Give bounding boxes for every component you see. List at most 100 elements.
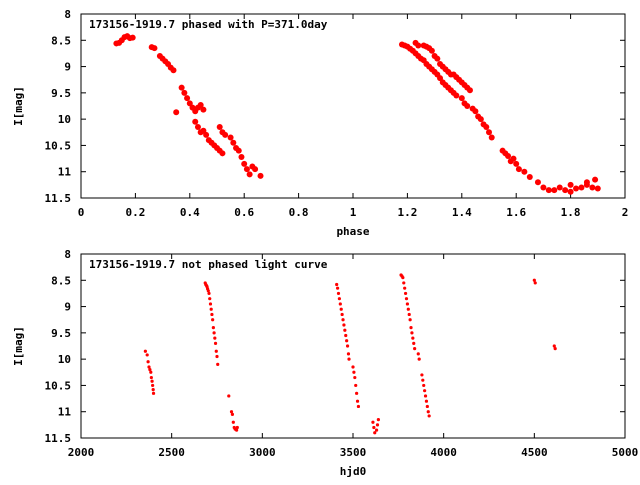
- phased-chart-y-tick-label: 11: [58, 166, 72, 179]
- unphased-chart-y-tick-label: 10: [58, 353, 71, 366]
- data-point: [556, 184, 563, 191]
- data-point: [143, 349, 147, 353]
- data-point: [532, 278, 536, 282]
- data-point: [486, 129, 492, 136]
- data-point: [466, 87, 473, 94]
- data-point: [212, 331, 216, 335]
- phased-chart-y-tick-label: 10.5: [45, 139, 72, 152]
- data-point: [513, 160, 520, 167]
- data-point: [545, 187, 552, 194]
- data-point: [340, 312, 344, 317]
- unphased-chart: 2000 2500 3000 3500 4000 4500 5000 8 8.5 9 9.5 10 10…: [12, 248, 638, 478]
- phased-chart-x-tick-label: 1: [350, 206, 357, 219]
- phased-chart-y-tick-label: 9.5: [51, 87, 71, 100]
- data-point: [216, 124, 223, 131]
- data-point: [483, 124, 490, 131]
- data-point: [197, 101, 204, 108]
- data-point: [208, 297, 212, 301]
- data-point: [215, 354, 219, 359]
- phased-chart-x-tick-label: 0.6: [234, 206, 254, 219]
- data-point: [488, 134, 495, 141]
- data-point: [347, 357, 351, 361]
- data-point: [453, 92, 460, 99]
- data-point: [231, 420, 235, 424]
- unphased-chart-x-tick-label: 3500: [340, 446, 367, 459]
- data-point: [209, 307, 213, 311]
- data-point: [540, 184, 547, 191]
- data-point: [149, 370, 153, 374]
- data-point: [376, 418, 380, 422]
- data-point: [214, 349, 218, 353]
- unphased-chart-y-axis-label: I[mag]: [12, 326, 25, 366]
- data-point: [335, 286, 340, 290]
- data-point: [352, 370, 356, 374]
- data-point: [207, 291, 211, 296]
- data-point: [515, 166, 522, 173]
- data-point: [552, 344, 556, 348]
- data-point: [401, 276, 405, 280]
- data-point: [346, 352, 351, 356]
- data-point: [410, 331, 414, 335]
- data-point: [417, 357, 421, 361]
- data-point: [147, 365, 151, 369]
- data-point: [412, 341, 416, 345]
- data-point: [415, 42, 422, 49]
- phased-chart-y-tick-label: 11.5: [45, 192, 72, 205]
- unphased-chart-x-tick-label: 4000: [430, 446, 457, 459]
- data-point: [434, 55, 441, 62]
- data-point: [425, 404, 429, 409]
- data-point: [148, 368, 152, 372]
- data-point: [428, 47, 435, 54]
- data-point: [551, 187, 558, 194]
- data-point: [129, 34, 136, 41]
- data-point: [178, 84, 185, 91]
- phased-chart-x-tick-label: 1.6: [506, 206, 526, 219]
- data-point: [472, 108, 479, 115]
- data-point: [170, 67, 177, 74]
- unphased-chart-x-tick-label: 5000: [612, 446, 639, 459]
- data-point: [216, 362, 220, 366]
- data-point: [413, 347, 417, 351]
- data-point: [416, 352, 420, 356]
- phased-chart-x-tick-label: 1.4: [452, 206, 472, 219]
- unphased-chart-title: 173156-1919.7 not phased light curve: [89, 258, 328, 271]
- data-point: [213, 341, 218, 345]
- data-point: [235, 425, 239, 430]
- data-point: [238, 153, 245, 160]
- data-point: [151, 383, 155, 388]
- data-point: [592, 176, 599, 183]
- data-point: [375, 423, 380, 427]
- unphased-chart-y-tick-label: 9: [64, 301, 71, 314]
- data-point: [421, 378, 425, 382]
- data-point: [406, 307, 410, 311]
- data-point: [344, 333, 348, 338]
- data-point: [234, 428, 239, 432]
- data-point: [337, 297, 341, 301]
- data-point: [533, 281, 537, 285]
- phased-chart-title: 173156-1919.7 phased with P=371.0day: [89, 18, 328, 31]
- unphased-chart-y-tick-label: 11.5: [45, 432, 72, 445]
- phased-chart-y-tick-label: 9: [64, 61, 71, 74]
- data-point: [420, 373, 424, 377]
- data-point: [341, 318, 345, 322]
- data-point: [372, 425, 376, 430]
- data-point: [146, 360, 150, 364]
- data-point: [426, 410, 430, 414]
- data-point: [423, 389, 427, 393]
- data-point: [374, 428, 379, 432]
- data-point: [458, 95, 465, 102]
- unphased-chart-frame: [80, 253, 626, 439]
- data-point: [227, 134, 234, 141]
- data-point: [510, 155, 517, 162]
- data-point: [208, 302, 213, 306]
- data-point: [230, 139, 237, 146]
- phased-chart-x-axis-label: phase: [336, 225, 369, 238]
- data-point: [583, 179, 590, 186]
- data-point: [243, 166, 250, 173]
- phased-chart-x-tick-label: 0.2: [125, 206, 145, 219]
- data-point: [402, 281, 406, 285]
- data-point: [422, 383, 426, 388]
- data-point: [407, 312, 411, 317]
- data-point: [477, 116, 484, 123]
